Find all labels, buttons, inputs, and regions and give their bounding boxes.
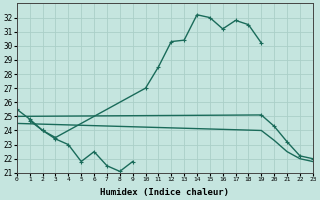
X-axis label: Humidex (Indice chaleur): Humidex (Indice chaleur) xyxy=(100,188,229,197)
